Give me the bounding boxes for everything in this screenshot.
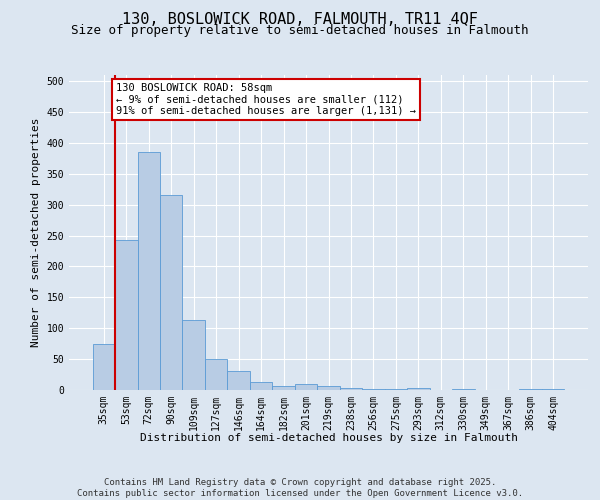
- Bar: [362, 389, 385, 390]
- Text: Contains HM Land Registry data © Crown copyright and database right 2025.
Contai: Contains HM Land Registry data © Crown c…: [77, 478, 523, 498]
- Bar: [205, 359, 227, 390]
- Text: 130, BOSLOWICK ROAD, FALMOUTH, TR11 4QF: 130, BOSLOWICK ROAD, FALMOUTH, TR11 4QF: [122, 12, 478, 28]
- Text: 130 BOSLOWICK ROAD: 58sqm
← 9% of semi-detached houses are smaller (112)
91% of : 130 BOSLOWICK ROAD: 58sqm ← 9% of semi-d…: [116, 83, 416, 116]
- Bar: [227, 372, 250, 390]
- Bar: [160, 196, 182, 390]
- Bar: [137, 152, 160, 390]
- Text: Size of property relative to semi-detached houses in Falmouth: Size of property relative to semi-detach…: [71, 24, 529, 37]
- Bar: [272, 386, 295, 390]
- Bar: [340, 388, 362, 390]
- Y-axis label: Number of semi-detached properties: Number of semi-detached properties: [31, 118, 41, 347]
- Bar: [92, 344, 115, 390]
- X-axis label: Distribution of semi-detached houses by size in Falmouth: Distribution of semi-detached houses by …: [139, 433, 517, 443]
- Bar: [250, 382, 272, 390]
- Bar: [542, 389, 565, 390]
- Bar: [317, 386, 340, 390]
- Bar: [182, 320, 205, 390]
- Bar: [115, 240, 137, 390]
- Bar: [295, 384, 317, 390]
- Bar: [407, 388, 430, 390]
